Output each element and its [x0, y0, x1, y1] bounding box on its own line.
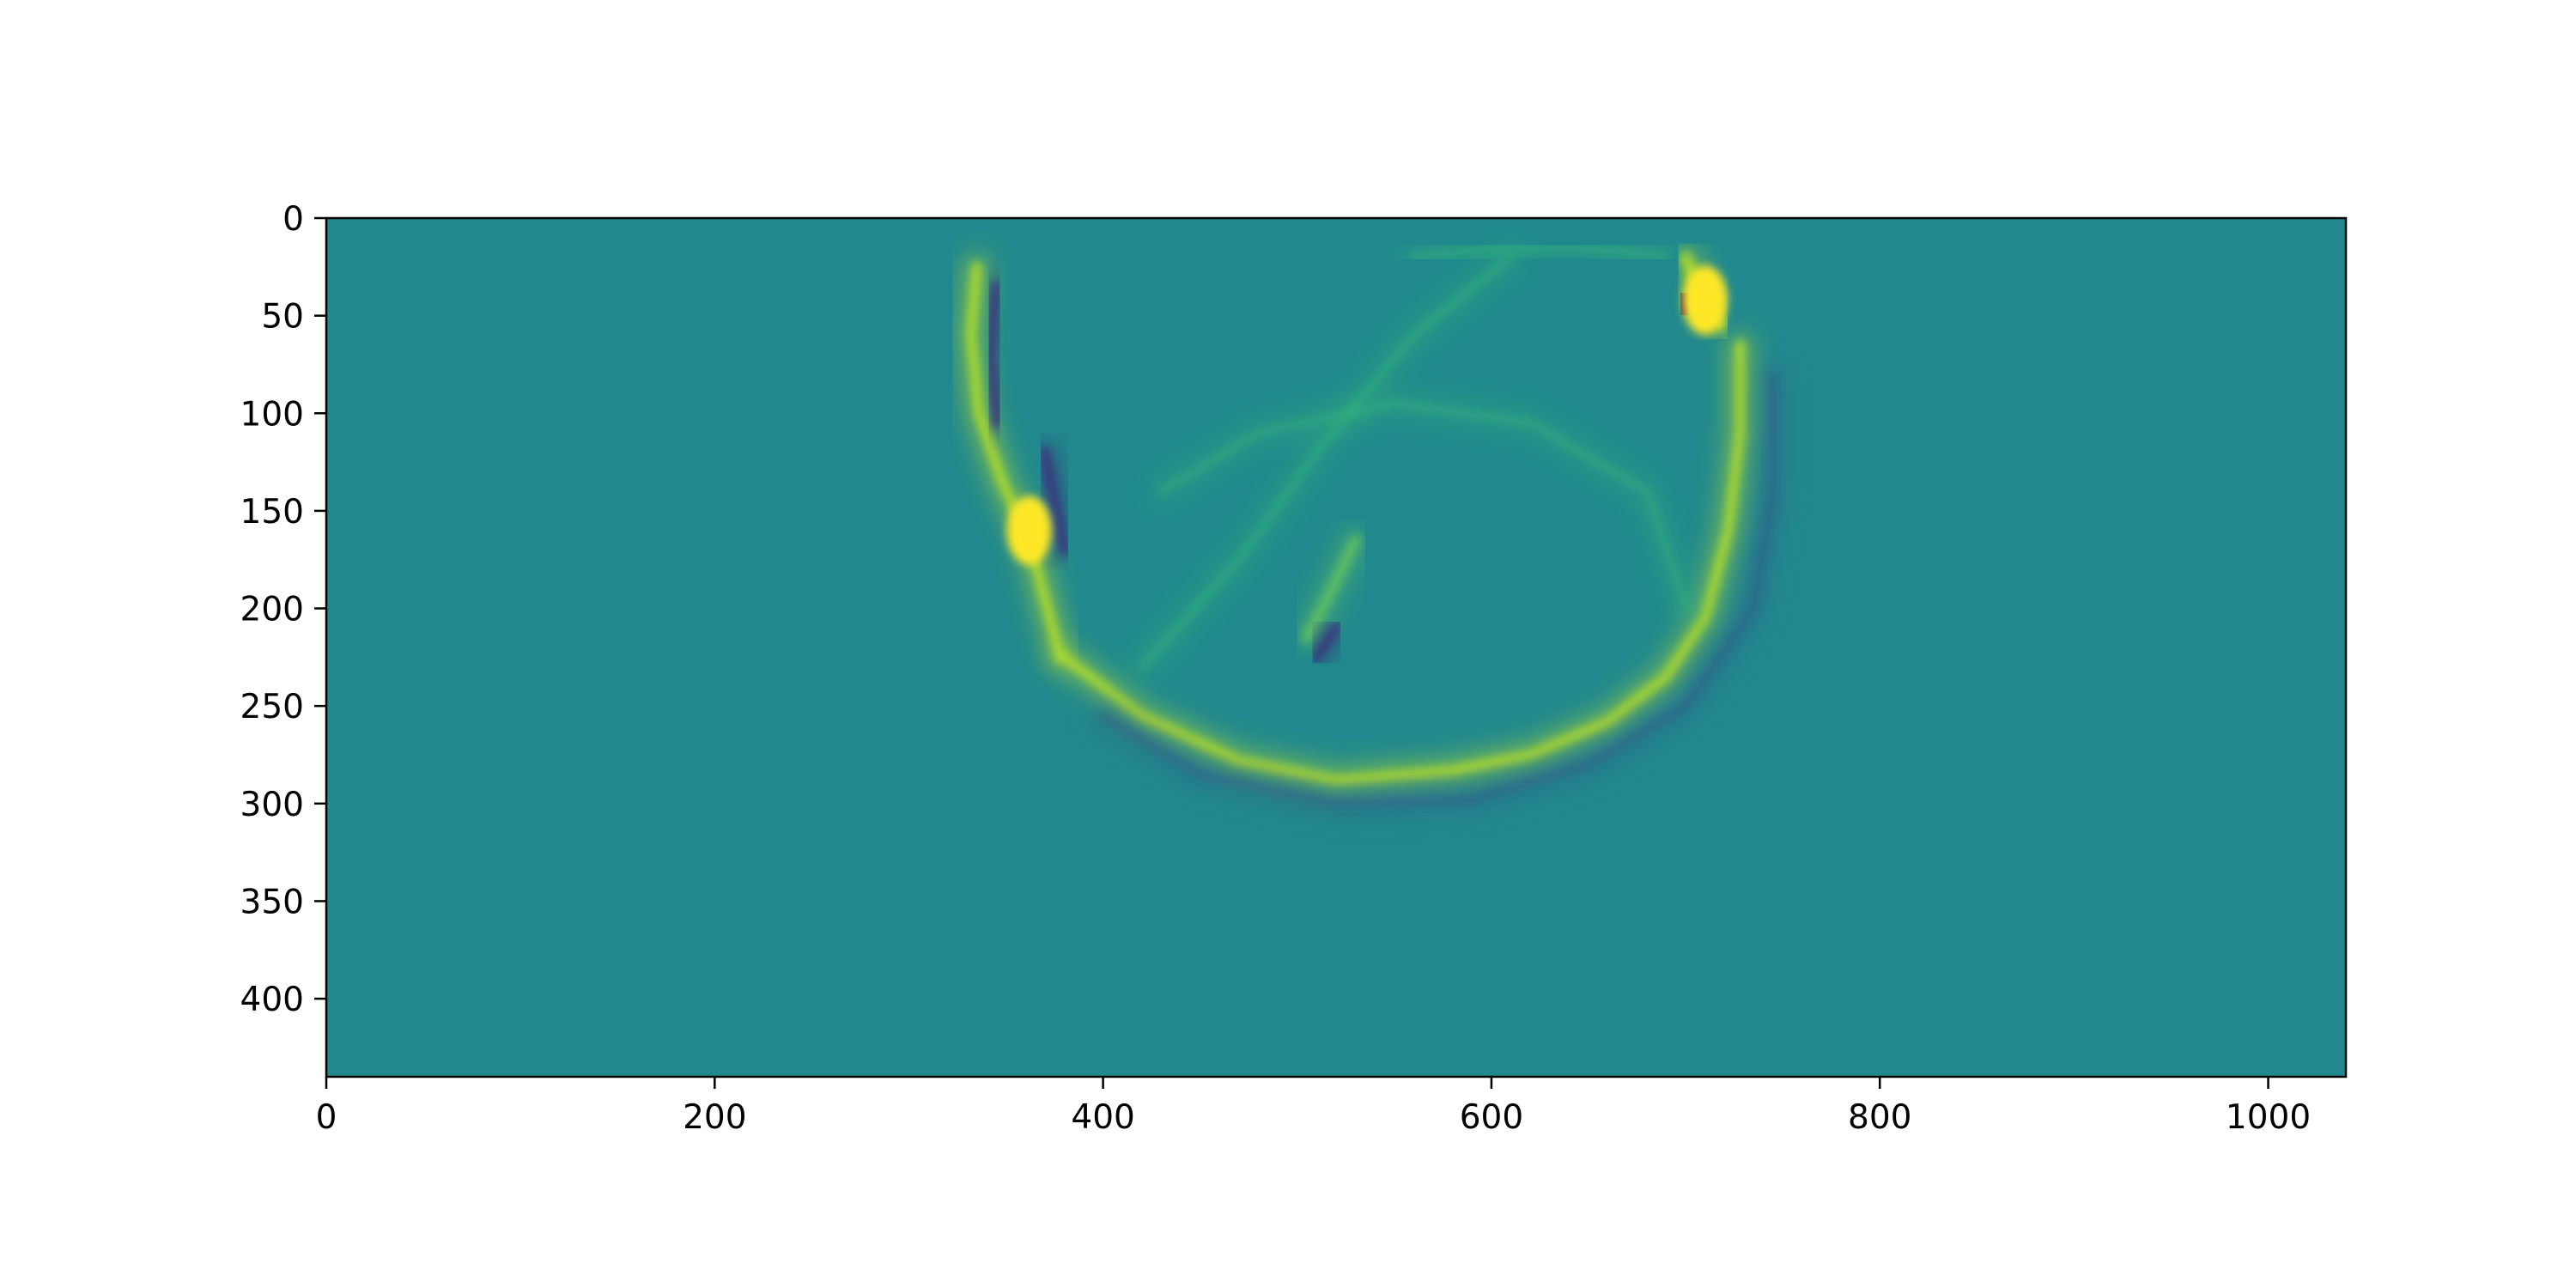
- y-tick-label: 250: [240, 688, 304, 726]
- y-tick-label: 200: [240, 591, 304, 629]
- x-tick-label: 1000: [2226, 1098, 2311, 1137]
- heatmap-feature-0: [965, 261, 1066, 663]
- heatmap-feature-2: [1039, 447, 1070, 556]
- y-tick-label: 50: [261, 298, 304, 337]
- heatmap-feature-1: [985, 281, 1004, 428]
- y-axis: 0 50 100 150 200 250 300 350 400: [240, 200, 326, 1019]
- y-tick-label: 300: [240, 786, 304, 824]
- heatmap-feature-13: [1411, 244, 1669, 260]
- y-tick-label: 0: [283, 200, 304, 239]
- x-tick-label: 800: [1848, 1098, 1911, 1137]
- plot-area: [325, 216, 2348, 1078]
- heatmap-feature-10: [1158, 400, 1689, 611]
- heatmap-feature-3: [1006, 495, 1052, 565]
- y-tick-label: 350: [240, 883, 304, 921]
- y-tick-label: 400: [240, 981, 304, 1019]
- plot-frame: [325, 216, 2348, 1078]
- heatmap-feature-12: [1311, 623, 1341, 663]
- heatmap-features: [957, 234, 1786, 817]
- heatmap-feature-8: [1682, 265, 1728, 335]
- heatmap-feature-9: [1139, 254, 1514, 671]
- x-tick-label: 400: [1071, 1098, 1134, 1137]
- x-tick-label: 600: [1460, 1098, 1523, 1137]
- x-axis: 0 200 400 600 800 1000: [316, 1077, 2311, 1137]
- heatmap-feature-5: [1100, 371, 1777, 807]
- y-tick-label: 100: [240, 395, 304, 434]
- x-tick-label: 0: [316, 1098, 337, 1137]
- x-tick-label: 200: [683, 1098, 746, 1137]
- heatmap-feature-4: [1059, 339, 1746, 786]
- y-tick-label: 150: [240, 493, 304, 532]
- heatmap-feature-11: [1302, 535, 1361, 643]
